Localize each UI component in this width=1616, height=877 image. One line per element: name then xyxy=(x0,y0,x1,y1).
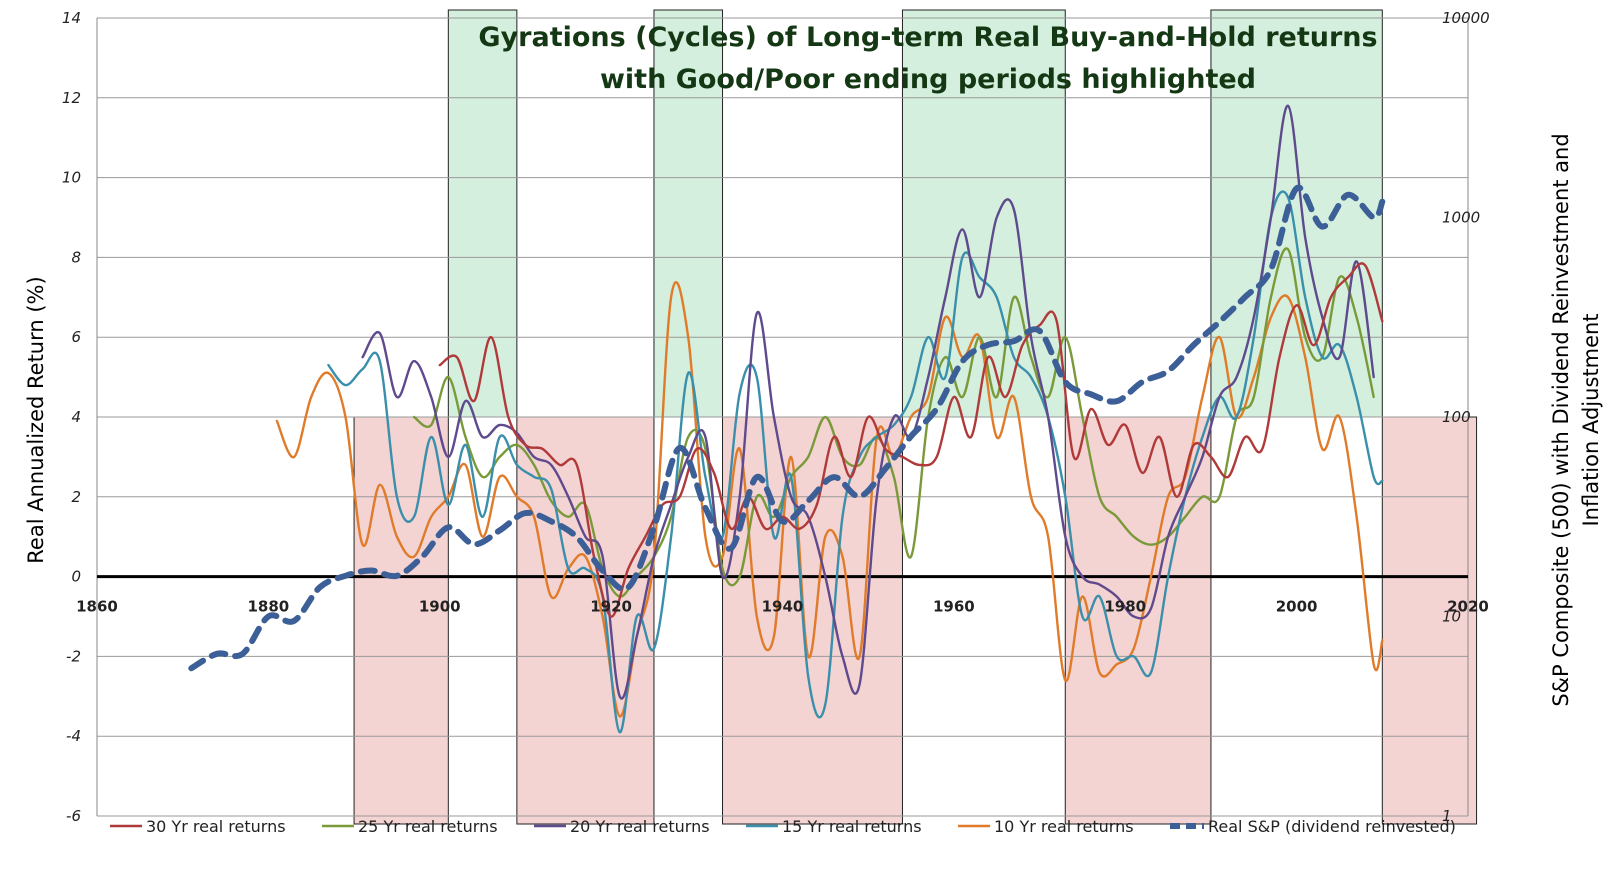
legend-label: Real S&P (dividend reinvested) xyxy=(1208,817,1456,836)
series-line-30-yr-real-returns xyxy=(438,262,1384,618)
series-line-20-yr-real-returns xyxy=(361,104,1375,700)
y2-tick-label: 100 xyxy=(1442,408,1471,426)
legend-item: Real S&P (dividend reinvested) xyxy=(1170,817,1456,836)
legend-label: 20 Yr real returns xyxy=(570,817,710,836)
series-layer xyxy=(188,104,1386,734)
y2-tick-label: 1000 xyxy=(1442,209,1480,227)
poor-period-band-0 xyxy=(353,416,449,825)
legend-item: 10 Yr real returns xyxy=(958,817,1134,836)
y2-axis-title-line1: S&P Composite (500) with Dividend Reinve… xyxy=(1549,133,1573,706)
tick-labels: 14 12 10 8 6 4 2 0 -2 -4 -6 10000 1000 100 10 1 1860 1880… xyxy=(62,9,1490,825)
series-line-15-yr-real-returns xyxy=(327,190,1384,734)
legend-item: 15 Yr real returns xyxy=(746,817,922,836)
y2-tick-label: 10000 xyxy=(1442,9,1490,27)
y2-tick-label: 10 xyxy=(1442,608,1461,626)
y-tick-label: 0 xyxy=(71,568,81,586)
x-tick-label: 2020 xyxy=(1447,598,1489,616)
series-line-10-yr-real-returns xyxy=(275,281,1384,718)
good-period-band-0 xyxy=(447,9,518,418)
x-tick-label: 1900 xyxy=(419,598,461,616)
x-tick-label: 1860 xyxy=(76,598,118,616)
legend-label: 10 Yr real returns xyxy=(994,817,1134,836)
x-tick-label: 1940 xyxy=(762,598,804,616)
legend-label: 30 Yr real returns xyxy=(146,817,286,836)
y-tick-label: -2 xyxy=(66,647,81,665)
y-tick-label: 4 xyxy=(71,408,81,426)
x-tick-label: 1980 xyxy=(1104,598,1146,616)
good-period-band-1 xyxy=(653,9,724,418)
highlight-bands xyxy=(353,9,1478,825)
legend-label: 25 Yr real returns xyxy=(358,817,498,836)
y-tick-label: 14 xyxy=(62,9,81,27)
good-period-band-2 xyxy=(901,9,1066,418)
y-tick-label: 6 xyxy=(71,328,81,346)
chart-subtitle: with Good/Poor ending periods highlighte… xyxy=(600,64,1256,95)
y-tick-label: 8 xyxy=(71,248,81,266)
good-period-band-3 xyxy=(1210,9,1383,418)
y-tick-label: 2 xyxy=(71,488,81,506)
y2-axis-title-line2: Inflation Adjustment xyxy=(1579,313,1603,526)
legend-item: 25 Yr real returns xyxy=(322,817,498,836)
y-tick-label: -6 xyxy=(66,807,81,825)
poor-period-band-4 xyxy=(1381,416,1478,825)
chart-title: Gyrations (Cycles) of Long-term Real Buy… xyxy=(478,22,1377,53)
legend: 30 Yr real returns 25 Yr real returns 20 Y… xyxy=(110,817,1456,836)
x-tick-label: 2000 xyxy=(1276,598,1318,616)
legend-label: 15 Yr real returns xyxy=(782,817,922,836)
series-line-real-s-p-dividend-reinvested xyxy=(188,184,1386,672)
x-tick-label: 1880 xyxy=(248,598,290,616)
y-tick-label: 10 xyxy=(62,169,81,187)
x-tick-label: 1920 xyxy=(590,598,632,616)
legend-item: 20 Yr real returns xyxy=(534,817,710,836)
x-tick-label: 1960 xyxy=(933,598,975,616)
y-axis-title: Real Annualized Return (%) xyxy=(24,276,48,563)
y-tick-label: -4 xyxy=(66,727,81,745)
poor-period-band-1 xyxy=(516,416,655,825)
poor-period-band-2 xyxy=(722,416,903,825)
y2-tick-label: 1 xyxy=(1442,807,1452,825)
gridlines xyxy=(96,17,1469,817)
y-tick-label: 12 xyxy=(62,89,81,107)
legend-item: 30 Yr real returns xyxy=(110,817,286,836)
